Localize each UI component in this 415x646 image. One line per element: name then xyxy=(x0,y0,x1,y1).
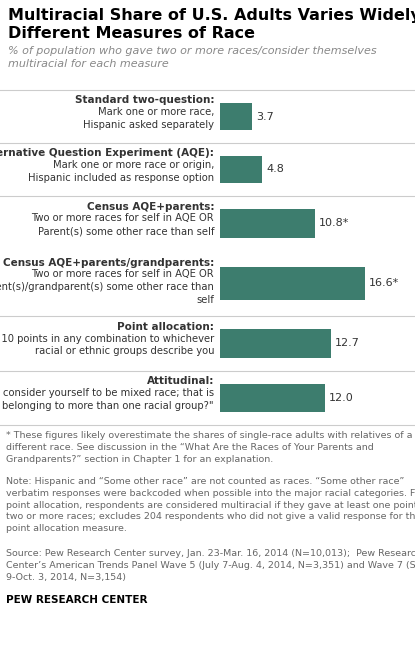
Text: Point allocation:: Point allocation: xyxy=(117,322,214,331)
Text: Source: Pew Research Center survey, Jan. 23-Mar. 16, 2014 (N=10,013);  Pew Resea: Source: Pew Research Center survey, Jan.… xyxy=(6,549,415,581)
Text: Attitudinal:: Attitudinal: xyxy=(146,377,214,386)
Text: * These figures likely overestimate the shares of single-race adults with relati: * These figures likely overestimate the … xyxy=(6,431,413,464)
Bar xyxy=(220,103,252,130)
Text: 12.0: 12.0 xyxy=(329,393,354,403)
Text: Mark one or more race or origin,
Hispanic included as response option: Mark one or more race or origin, Hispani… xyxy=(28,160,214,183)
Text: Mark one or more race,
Hispanic asked separately: Mark one or more race, Hispanic asked se… xyxy=(83,107,214,130)
Bar xyxy=(220,267,365,300)
Text: 16.6*: 16.6* xyxy=(369,278,400,289)
Bar xyxy=(220,156,262,183)
Text: Standard two-question:: Standard two-question: xyxy=(75,96,214,105)
Text: Census AQE+parents:: Census AQE+parents: xyxy=(86,202,214,211)
Text: "Do you consider yourself to be mixed race; that is
belonging to more than one r: "Do you consider yourself to be mixed ra… xyxy=(0,388,214,412)
Text: Census Alternative Question Experiment (AQE):: Census Alternative Question Experiment (… xyxy=(0,149,214,158)
Bar xyxy=(220,329,331,358)
Text: Allocate 10 points in any combination to whichever
racial or ethnic groups descr: Allocate 10 points in any combination to… xyxy=(0,333,214,357)
Bar xyxy=(220,209,315,238)
Text: 12.7: 12.7 xyxy=(335,339,360,348)
Text: Note: Hispanic and “Some other race” are not counted as races. “Some other race”: Note: Hispanic and “Some other race” are… xyxy=(6,477,415,533)
Text: 4.8: 4.8 xyxy=(266,165,284,174)
Text: Two or more races for self in AQE OR
Parent(s) some other race than self: Two or more races for self in AQE OR Par… xyxy=(32,213,214,236)
Text: Census AQE+parents/grandparents:: Census AQE+parents/grandparents: xyxy=(3,258,214,267)
Text: Different Measures of Race: Different Measures of Race xyxy=(8,26,255,41)
Bar xyxy=(220,384,325,412)
Text: Two or more races for self in AQE OR
Parent(s)/grandparent(s) some other race th: Two or more races for self in AQE OR Par… xyxy=(0,269,214,305)
Text: 10.8*: 10.8* xyxy=(318,218,349,229)
Text: 3.7: 3.7 xyxy=(256,112,274,121)
Text: % of population who gave two or more races/consider themselves
multiracial for e: % of population who gave two or more rac… xyxy=(8,46,377,69)
Text: PEW RESEARCH CENTER: PEW RESEARCH CENTER xyxy=(6,595,147,605)
Text: Multiracial Share of U.S. Adults Varies Widely Across: Multiracial Share of U.S. Adults Varies … xyxy=(8,8,415,23)
